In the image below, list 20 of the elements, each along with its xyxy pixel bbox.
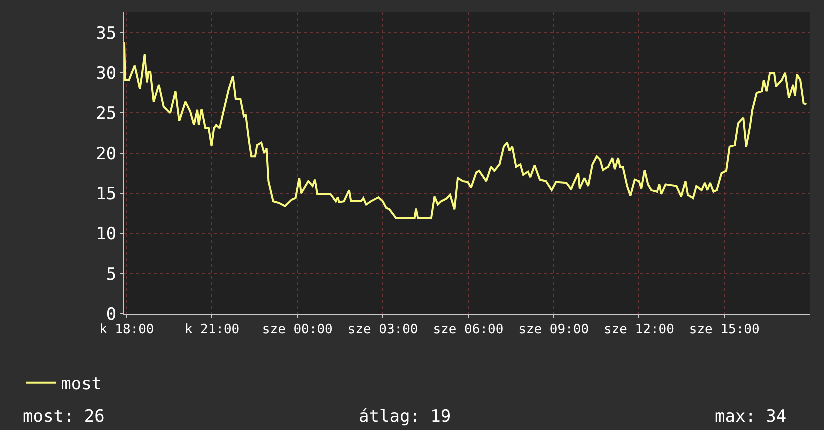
x-tick-label: sze 03:00 [348,322,418,338]
text: most: 26 [23,407,105,427]
x-tick-label: k 21:00 [184,322,240,338]
y-tick-label: 10 [96,224,117,245]
y-tick-label: 30 [96,64,117,84]
legend-label: most [61,374,102,395]
y-tick-label: 0 [106,304,117,325]
y-tick-label: 25 [96,104,117,124]
y-tick-label: 35 [96,24,117,44]
x-tick-label: sze 09:00 [518,322,590,338]
y-tick-label: 20 [96,144,117,164]
text: max: 34 [715,407,787,427]
x-tick-label: sze 12:00 [604,322,674,338]
x-tick-label: sze 06:00 [433,322,504,338]
y-tick-label: 5 [106,264,117,285]
x-tick-label: sze 15:00 [689,322,760,338]
x-tick-label: k 18:00 [99,322,154,338]
x-tick-label: sze 00:00 [262,322,333,338]
y-tick-label: 15 [96,184,117,204]
text: átlag: 19 [359,407,452,427]
